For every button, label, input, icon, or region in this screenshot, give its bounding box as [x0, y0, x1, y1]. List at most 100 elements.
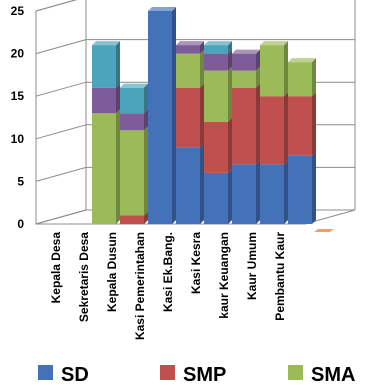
bar-stack: [92, 41, 120, 224]
x-tick-label: Kasi Pemerintahan: [133, 232, 147, 340]
x-tick-label: Kasi Kesra: [189, 232, 203, 294]
bar-segment-side: [256, 49, 260, 71]
bar-segment-side: [144, 211, 148, 224]
bar-stack: [176, 41, 204, 224]
bar-segment-side: [172, 7, 176, 224]
bar-segment: [288, 96, 312, 156]
bar-segment-side: [228, 49, 232, 71]
bar-stack: [260, 41, 288, 224]
x-tick-label: Kepala Desa: [49, 232, 63, 304]
bar-stack: [288, 58, 316, 224]
bar-segment-side: [228, 41, 232, 54]
bar-stack: [204, 41, 232, 224]
bar-segment: [232, 87, 256, 165]
legend-label: SMP: [183, 364, 226, 385]
gridline-side: [35, 39, 87, 55]
bar-segment: [260, 96, 284, 165]
legend-item: SMP: [160, 364, 226, 385]
bar-segment: [120, 130, 144, 216]
y-tick-label: 15: [11, 89, 25, 103]
bar-segment: [176, 147, 200, 224]
y-tick-label: 20: [11, 47, 25, 61]
y-tick-label: 5: [17, 174, 24, 188]
bar-segment: [92, 87, 116, 114]
bar-segment-side: [200, 83, 204, 148]
bar-segment: [204, 121, 228, 173]
bar-segment-side: [256, 160, 260, 224]
bar-top: [204, 41, 232, 46]
legend-item: SD: [38, 364, 89, 385]
bar-segment: [204, 70, 228, 122]
bar-segment: [288, 155, 312, 224]
bar-segment: [120, 87, 144, 114]
gridline-side: [35, 124, 87, 140]
x-axis: Kepala Desa Sekretaris Desa Kepala Dusun Ka…: [49, 232, 287, 340]
legend-swatch: [160, 365, 175, 380]
bar-segment-side: [256, 66, 260, 88]
bar-segment: [176, 45, 200, 54]
bar-stack: [232, 49, 260, 224]
y-axis: 0 5 10 15 20 25: [11, 4, 25, 231]
x-tick-label: Pembantu Kaur: [273, 232, 287, 321]
x-tick-label: Kaur Umum: [245, 232, 259, 300]
bar-segment-side: [200, 143, 204, 224]
bar-segment-side: [200, 41, 204, 54]
bar-segment-side: [284, 160, 288, 224]
bar-segment: [204, 45, 228, 54]
bar-segment-side: [116, 109, 120, 224]
legend-label: SMA: [311, 364, 355, 385]
bar-top: [288, 58, 316, 63]
bar-segment-side: [284, 41, 288, 97]
x-tick-label: Sekretaris Desa: [77, 232, 91, 322]
bar-segment: [260, 45, 284, 97]
bar-segment-side: [116, 41, 120, 88]
empty-bar-base: [314, 229, 334, 232]
y-tick-label: 10: [11, 132, 25, 146]
gridline-side: [35, 166, 87, 182]
bar-segment-side: [228, 117, 232, 173]
gridline-side: [35, 209, 87, 225]
x-tick-label: kaur Keuangan: [217, 232, 231, 319]
legend-label: SD: [61, 364, 89, 385]
bar-segment: [120, 215, 144, 224]
x-tick-label: Kepala Dusun: [105, 232, 119, 312]
bar-segment: [176, 87, 200, 148]
legend-item: SMA: [288, 364, 355, 385]
y-tick-label: 0: [17, 217, 24, 231]
bar-segment: [204, 53, 228, 71]
bar-segment-side: [312, 58, 316, 97]
bar-segment: [148, 11, 172, 224]
bar-segment-side: [312, 151, 316, 224]
bar-segment: [176, 53, 200, 88]
gridline-side: [35, 0, 78, 12]
bar-segment: [260, 164, 284, 224]
gridline-side: [35, 81, 87, 97]
bar-segment: [92, 45, 116, 88]
bar-stack: [120, 83, 148, 224]
bar-segment-side: [144, 126, 148, 216]
bar-top: [260, 41, 288, 46]
bar-stack: [148, 7, 176, 224]
bar-segment-side: [200, 49, 204, 88]
bar-segment-side: [284, 92, 288, 165]
bar-segment-side: [116, 83, 120, 114]
bar-segment: [120, 113, 144, 131]
bar-segment-side: [144, 83, 148, 114]
bar-segment: [232, 53, 256, 71]
bar-segment: [232, 164, 256, 224]
bar-top: [176, 41, 204, 46]
bar-top: [232, 49, 260, 54]
bar-segment: [92, 113, 116, 224]
bar-top: [148, 7, 176, 11]
y-tick-label: 25: [11, 4, 25, 18]
side-wall: [35, 0, 87, 225]
chart-bars: [92, 7, 334, 232]
legend-swatch: [38, 365, 53, 380]
bar-segment-side: [256, 83, 260, 165]
bar-segment: [232, 70, 256, 88]
x-tick-label: Kasi Ek.Bang.: [161, 232, 175, 312]
bar-segment: [288, 62, 312, 97]
chart-legend: SD SMP SMA: [38, 364, 355, 385]
bar-segment: [204, 172, 228, 224]
